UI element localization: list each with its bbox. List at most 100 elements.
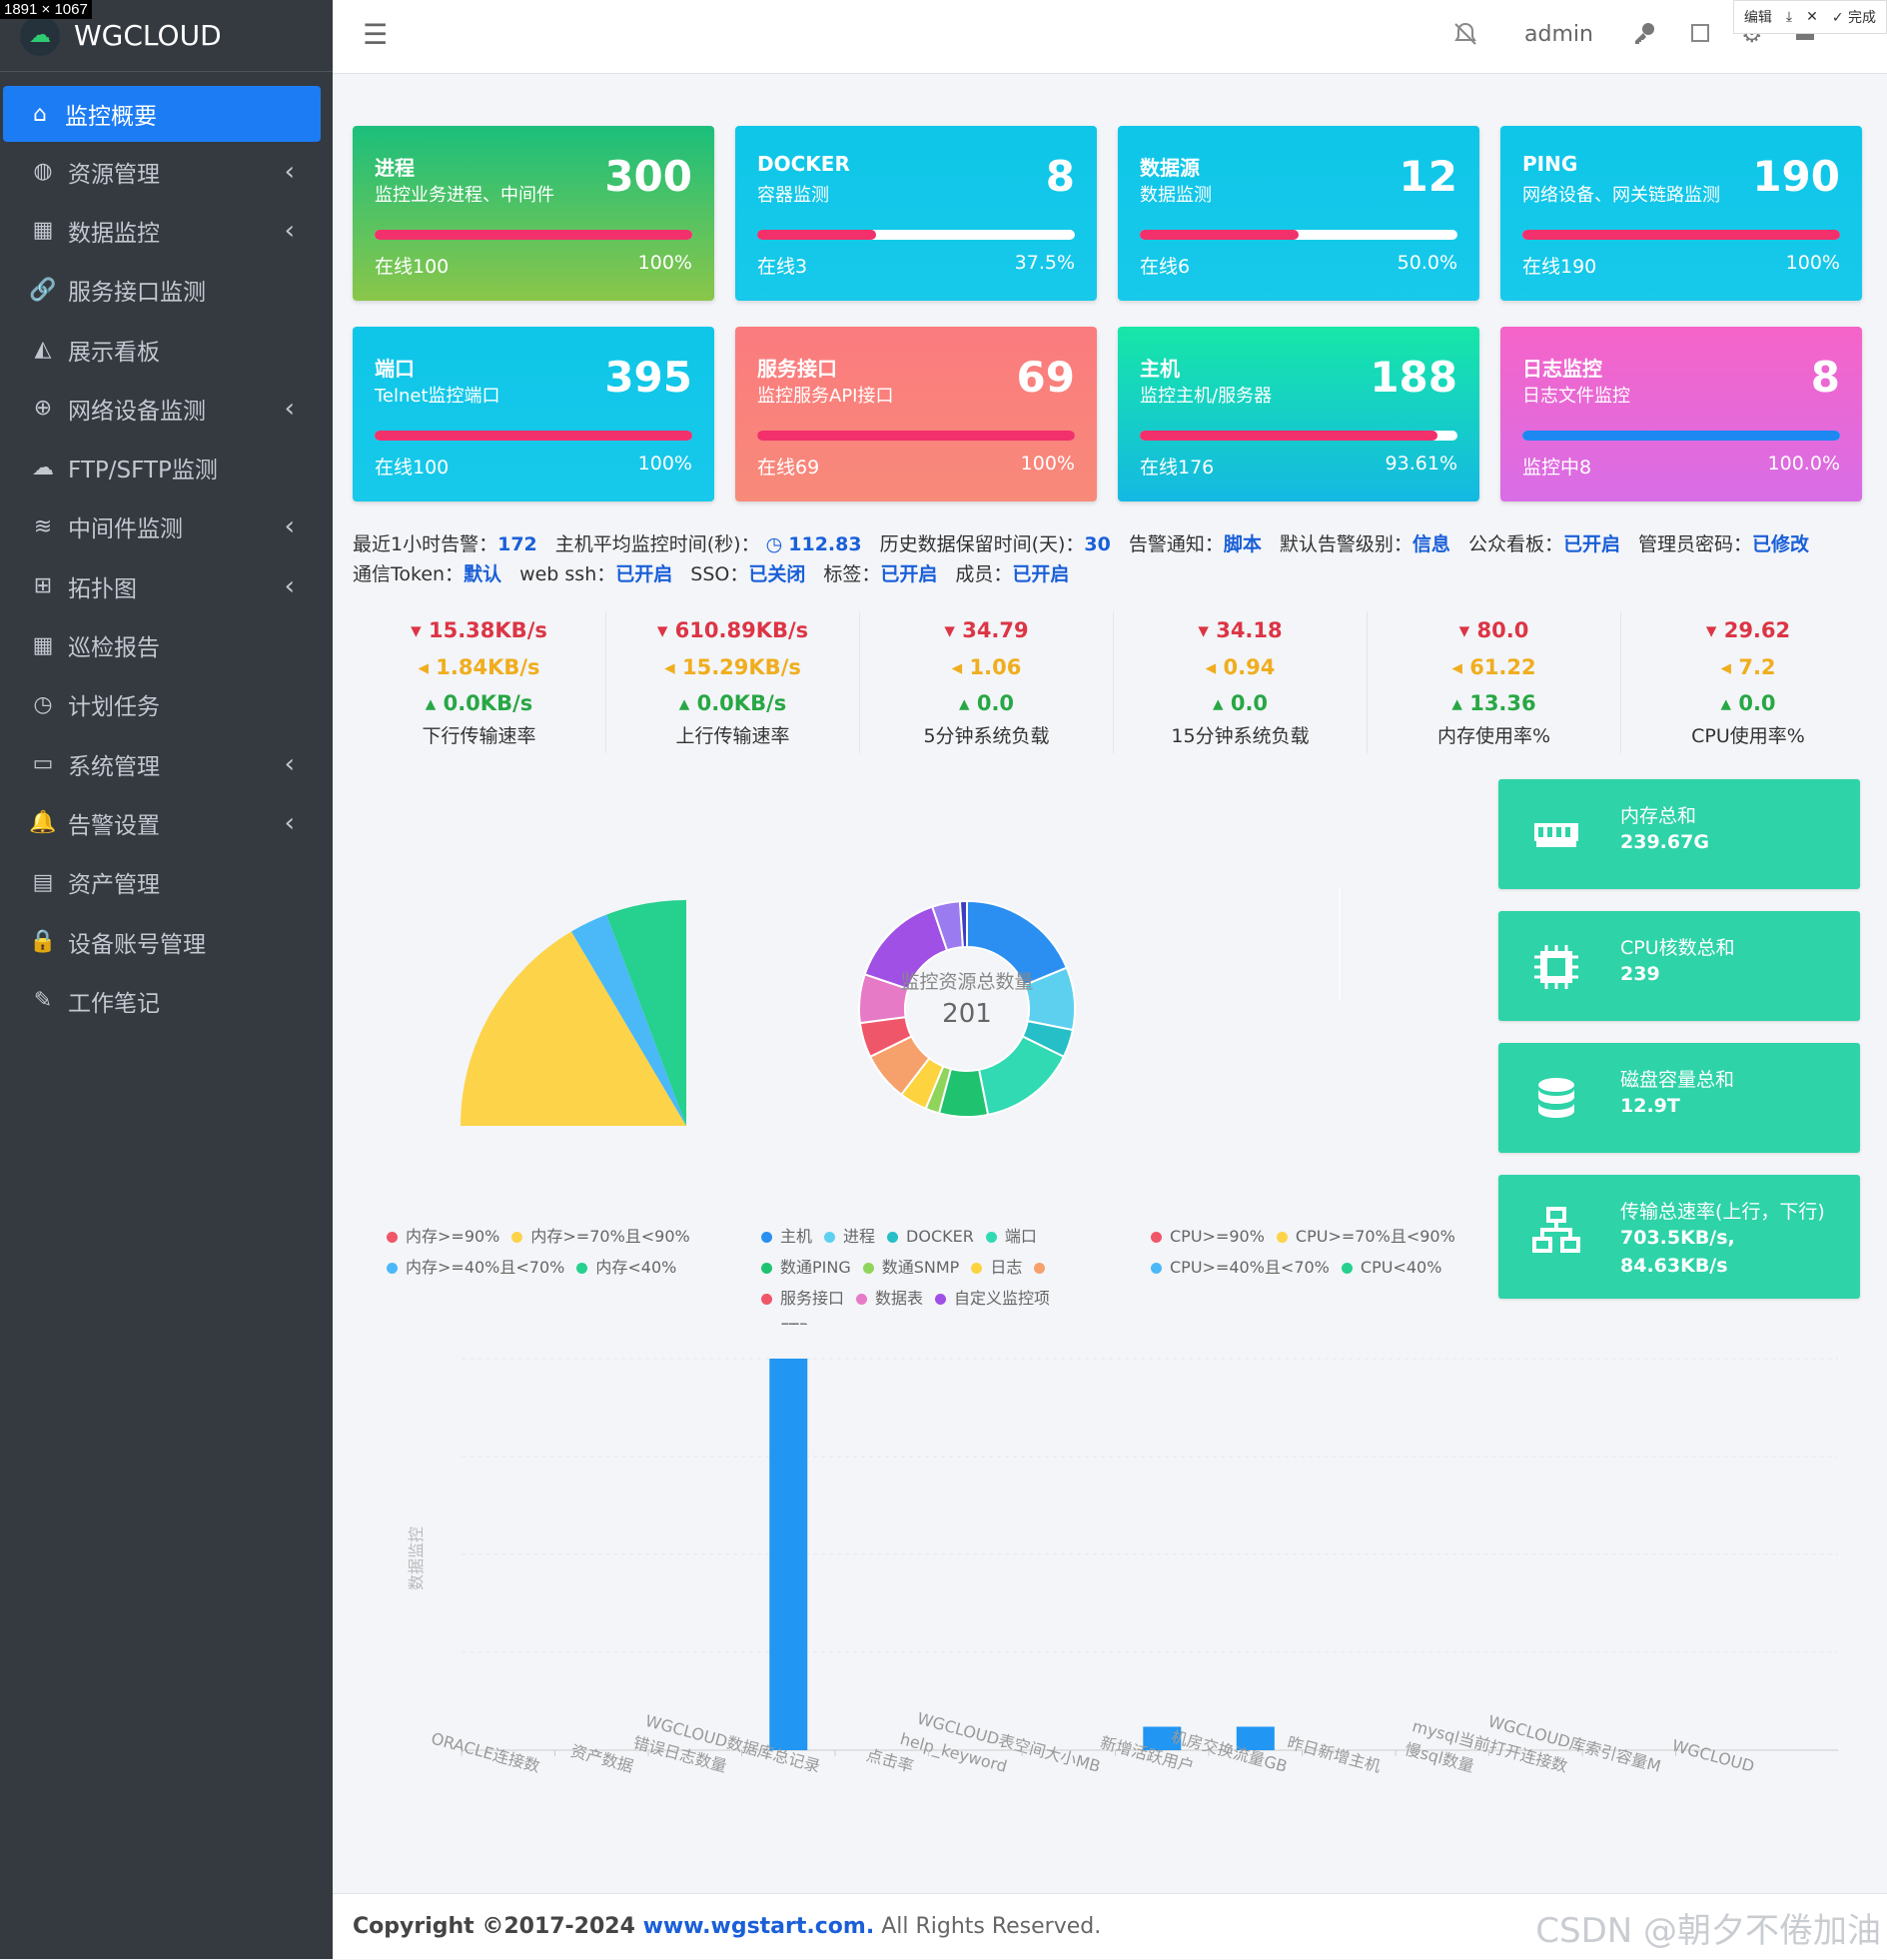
- info-value: 已开启: [880, 563, 938, 585]
- bell-slash-icon[interactable]: [1451, 20, 1479, 54]
- legend-item[interactable]: 数据表: [844, 1289, 923, 1308]
- sidebar-item-1[interactable]: ◍ 资源管理 ‹: [0, 142, 333, 201]
- info-value: 默认: [464, 563, 502, 585]
- summary-card[interactable]: 日志监控 日志文件监控 8 监控中8 100.0%: [1500, 327, 1862, 501]
- legend-row: 主机 进程 DOCKER 端口: [749, 1221, 1049, 1252]
- card-count: 395: [604, 353, 692, 402]
- website-link[interactable]: www.wgstart.com.: [642, 1914, 875, 1939]
- card-percent: 100%: [1785, 252, 1840, 274]
- close-icon[interactable]: ✕: [1806, 9, 1818, 25]
- pie-slice[interactable]: [461, 931, 686, 1126]
- legend-item[interactable]: 数通SNMP: [851, 1258, 959, 1277]
- summary-card[interactable]: 主机 监控主机/服务器 188 在线176 93.61%: [1118, 327, 1479, 501]
- chevron-left-icon: ‹: [284, 748, 295, 779]
- stat-min-value: 0.0: [1738, 691, 1776, 715]
- legend-item[interactable]: 自定义监控项: [923, 1289, 1049, 1308]
- summary-card[interactable]: DOCKER 容器监测 8 在线3 37.5%: [735, 126, 1097, 301]
- sidebar-item-14[interactable]: 🔒 设备账号管理: [0, 912, 333, 971]
- legend-item[interactable]: CPU>=70%且<90%: [1265, 1227, 1455, 1246]
- legend-item[interactable]: CPU>=40%且<70%: [1139, 1258, 1330, 1277]
- info-value: 已开启: [1562, 533, 1620, 555]
- sidebar-item-3[interactable]: 🔗 服务接口监测: [0, 261, 333, 320]
- legend-item[interactable]: 内存>=70%且<90%: [499, 1227, 690, 1246]
- stat-label: 上行传输速率: [675, 725, 790, 747]
- sidebar-item-6[interactable]: ☁ FTP/SFTP监测: [0, 438, 333, 496]
- legend-item[interactable]: CPU<40%: [1330, 1258, 1442, 1277]
- bar[interactable]: [1236, 1726, 1275, 1750]
- info-label: 公众看板：: [1467, 533, 1563, 555]
- legend-label: FTP: [780, 1320, 808, 1325]
- sidebar-item-8[interactable]: ⊞ 拓扑图 ‹: [0, 556, 333, 615]
- brand[interactable]: ☁ WGCLOUD: [0, 0, 333, 72]
- user-name[interactable]: admin: [1524, 22, 1593, 47]
- legend-item[interactable]: 内存<40%: [564, 1258, 676, 1277]
- summary-card[interactable]: 数据源 数据监测 12 在线6 50.0%: [1118, 126, 1479, 301]
- sidebar-menu: ⌂ 监控概要 ◍ 资源管理 ‹ ▦ 数据监控 ‹ 🔗 服务接口监测 ◭ 展示看板 ⊕ 网络设备监测 ‹ ☁ FT…: [0, 86, 333, 1030]
- legend-item[interactable]: 日志: [959, 1258, 1022, 1277]
- stat-min: ▴ 0.0KB/s: [353, 685, 605, 721]
- bar[interactable]: [1143, 1726, 1182, 1750]
- summary-card[interactable]: PING 网络设备、网关链路监测 190 在线190 100%: [1500, 126, 1862, 301]
- sidebar-item-11[interactable]: ▭ 系统管理 ‹: [0, 734, 333, 793]
- sidebar-item-15[interactable]: ✎ 工作笔记: [0, 971, 333, 1030]
- legend-dot: [761, 1294, 772, 1305]
- download-icon[interactable]: ⤓: [1785, 9, 1793, 25]
- stat-max: ▾ 610.89KB/s: [606, 611, 859, 649]
- sidebar-item-label: 数据监控: [68, 220, 160, 247]
- bar[interactable]: [769, 1359, 808, 1750]
- summary-card[interactable]: 服务接口 监控服务API接口 69 在线69 100%: [735, 327, 1097, 501]
- card-subtitle: 监控主机/服务器: [1140, 386, 1273, 407]
- sidebar-item-label: 中间件监测: [68, 516, 183, 543]
- link-icon: 🔗: [29, 277, 57, 303]
- summary-card[interactable]: 进程 监控业务进程、中间件 300 在线100 100%: [353, 126, 714, 301]
- legend-label: 内存<40%: [595, 1258, 677, 1277]
- card-progress-fill: [375, 431, 692, 441]
- calendar-icon: ▦: [32, 632, 54, 658]
- pie-slice[interactable]: [570, 914, 686, 1126]
- summary-card[interactable]: 端口 Telnet监控端口 395 在线100 100%: [353, 327, 714, 501]
- stat-min-value: 0.0: [1230, 691, 1269, 715]
- donut-center-value: 201: [942, 999, 992, 1029]
- check-icon: ✓: [1831, 10, 1844, 26]
- caret-left-icon: ◂: [951, 655, 970, 679]
- pie-slice[interactable]: [606, 900, 686, 1126]
- legend-item[interactable]: DOCKER: [875, 1227, 974, 1246]
- legend-item[interactable]: 内存>=90%: [375, 1227, 499, 1246]
- legend-item[interactable]: 主机: [749, 1227, 812, 1246]
- legend-item[interactable]: FTP: [749, 1320, 808, 1325]
- stat-label: CPU使用率%: [1691, 725, 1805, 747]
- legend-item[interactable]: 进程: [812, 1227, 875, 1246]
- card-progress-fill: [757, 230, 877, 240]
- legend-item[interactable]: 端口: [974, 1227, 1037, 1246]
- legend-item[interactable]: 内存>=40%且<70%: [375, 1258, 564, 1277]
- menu-toggle-icon[interactable]: ☰: [363, 18, 389, 51]
- legend-item[interactable]: 数通PING: [749, 1258, 851, 1277]
- legend-item[interactable]: 服务接口: [749, 1289, 844, 1308]
- sidebar-item-10[interactable]: ◷ 计划任务: [0, 675, 333, 734]
- edit-button[interactable]: 编辑: [1743, 10, 1772, 26]
- sidebar-item-12[interactable]: 🔔 告警设置 ‹: [0, 793, 333, 852]
- pie-slice[interactable]: [958, 899, 968, 949]
- bar-category-label: ORACLE连接数: [430, 1729, 542, 1776]
- done-button[interactable]: ✓ 完成: [1832, 7, 1876, 27]
- sidebar-item-2[interactable]: ▦ 数据监控 ‹: [0, 201, 333, 260]
- sidebar-item-7[interactable]: ≋ 中间件监测 ‹: [0, 497, 333, 556]
- legend-label: CPU<40%: [1360, 1258, 1442, 1277]
- summary-tile: CPU核数总和 239: [1498, 911, 1860, 1021]
- edit-icon[interactable]: [1689, 20, 1713, 50]
- sidebar-item-0[interactable]: ⌂ 监控概要: [3, 86, 321, 142]
- caret-left-icon: ◂: [1451, 655, 1470, 679]
- sidebar-item-5[interactable]: ⊕ 网络设备监测 ‹: [0, 379, 333, 438]
- legend-item[interactable]: CPU>=90%: [1139, 1227, 1265, 1246]
- info-value: 30: [1084, 533, 1111, 555]
- card-title: 进程: [375, 156, 415, 180]
- tile-title: 内存总和: [1620, 805, 1697, 827]
- sidebar-item-13[interactable]: ▤ 资产管理: [0, 853, 333, 912]
- card-count: 8: [1045, 152, 1075, 201]
- info-label: 历史数据保留时间(天)：: [879, 533, 1085, 555]
- key-icon[interactable]: [1631, 20, 1657, 52]
- card-progress-fill: [1140, 431, 1437, 441]
- legend-item[interactable]: 数据源: [1022, 1258, 1049, 1277]
- sidebar-item-4[interactable]: ◭ 展示看板: [0, 320, 333, 379]
- sidebar-item-9[interactable]: ▦ 巡检报告: [0, 615, 333, 674]
